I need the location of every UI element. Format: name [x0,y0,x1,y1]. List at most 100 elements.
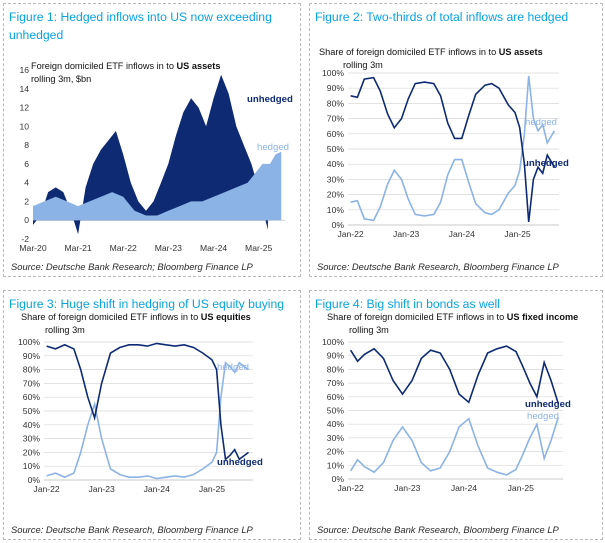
x-tick-label: Jan-23 [394,483,420,493]
hedged-area [33,151,282,221]
y-tick-label: 100% [18,337,40,347]
hedged-label: hedged [257,142,289,153]
y-tick-label: 0% [332,220,345,230]
hedged-line [46,361,249,480]
source-note: Source: Deutsche Bank Research; Bloomber… [11,261,253,272]
figure-4-panel: Figure 4: Big shift in bonds as well Sha… [309,290,603,540]
y-tick-label: 8 [24,140,29,150]
chart-figure-4: 0% 10% 20% 30% 40% 50% 60% 70% 80% 90% 100% Jan-22 J… [322,337,571,493]
x-tick-label: Jan-25 [508,483,534,493]
chart-figure-1: -2 0 2 4 6 8 10 12 14 16 Mar-20 Mar-21 Mar-22 Mar-23 M… [19,65,293,253]
source-note: Source: Deutsche Bank Research, Bloomber… [317,261,559,272]
y-tick-label: 100% [322,68,344,78]
y-tick-label: 2 [24,196,29,206]
chart-figure-2: 0% 10% 20% 30% 40% 50% 60% 70% 80% 90% 100% Jan-22 J… [322,68,569,239]
hedged-line [350,75,556,222]
chart-subtitle: Share of foreign domiciled ETF inflows i… [21,312,251,322]
y-tick-label: 80% [327,98,345,108]
y-tick-label: 30% [23,434,41,444]
source-note: Source: Deutsche Bank Research, Bloomber… [11,524,253,535]
panel-frame [3,3,301,277]
chart-subtitle-line2: rolling 3m, $bn [31,74,92,84]
chart-subtitle: Share of foreign domiciled ETF inflows i… [319,47,543,57]
subtitle-emphasis: US assets [176,61,221,71]
figure-title: Figure 2: Two-thirds of total inflows ar… [315,10,569,24]
x-tick-label: Mar-24 [200,243,227,253]
figure-title: Figure 3: Huge shift in hedging of US eq… [9,297,285,311]
hedged-label: hedged [217,362,249,373]
chart-subtitle: Share of foreign domiciled ETF inflows i… [327,312,578,322]
x-tick-label: Jan-24 [449,229,475,239]
y-tick-label: 16 [19,65,29,75]
y-tick-label: 20% [327,447,345,457]
chart-figure-3: 0% 10% 20% 30% 40% 50% 60% 70% 80% 90% 100% Jan-22 J… [18,337,263,494]
panel-frame [3,290,301,540]
x-tick-label: Mar-20 [19,243,46,253]
x-tick-label: Jan-24 [451,483,477,493]
figure-2-panel: Figure 2: Two-thirds of total inflows ar… [309,3,603,277]
chart-subtitle-line2: rolling 3m [349,325,389,335]
chart-subtitle-line2: rolling 3m [45,325,85,335]
x-tick-label: Jan-22 [337,229,363,239]
source-note: Source: Deutsche Bank Research, Bloomber… [317,524,559,535]
x-tick-label: Jan-23 [89,484,115,494]
y-tick-label: 70% [327,378,345,388]
y-tick-label: 10% [327,460,345,470]
y-tick-label: 80% [327,364,345,374]
unhedged-label: unhedged [247,94,293,105]
y-tick-label: 0 [24,215,29,225]
unhedged-area [33,74,268,235]
y-tick-label: 14 [19,84,29,94]
y-tick-label: 20% [327,190,345,200]
subtitle-emphasis: US assets [498,47,543,57]
x-tick-label: Jan-22 [33,484,59,494]
hedged-label: hedged [525,117,557,128]
y-tick-label: 60% [327,392,345,402]
x-tick-label: Jan-22 [337,483,363,493]
hedged-line [349,417,560,476]
chart-subtitle: Foreign domiciled ETF inflows in to US a… [31,61,220,71]
unhedged-label: unhedged [217,457,263,468]
y-tick-label: 70% [23,378,41,388]
y-tick-label: 50% [327,144,345,154]
y-tick-label: 40% [23,420,41,430]
subtitle-text: Share of foreign domiciled ETF inflows i… [327,312,507,322]
hedged-label: hedged [527,411,559,422]
figure-title: Figure 4: Big shift in bonds as well [315,297,500,311]
x-tick-label: Jan-25 [504,229,530,239]
y-tick-label: 20% [23,447,41,457]
panel-frame [309,3,603,277]
y-tick-label: 0% [28,475,41,485]
unhedged-line [349,345,560,404]
y-tick-label: 50% [23,406,41,416]
subtitle-text: Share of foreign domiciled ETF inflows i… [21,312,201,322]
figure-title: Figure 1: Hedged inflows into US now exc… [9,10,272,42]
y-tick-label: 40% [327,419,345,429]
y-tick-label: 4 [24,178,29,188]
unhedged-label: unhedged [523,158,569,169]
x-tick-label: Mar-25 [245,243,272,253]
panel-frame [309,290,603,540]
unhedged-label: unhedged [525,399,571,410]
x-tick-label: Mar-23 [155,243,182,253]
y-tick-label: 90% [327,83,345,93]
figure-1-panel: Figure 1: Hedged inflows into US now exc… [3,3,301,277]
y-tick-label: 30% [327,433,345,443]
subtitle-text: Share of foreign domiciled ETF inflows i… [319,47,499,57]
y-tick-label: 100% [322,337,344,347]
y-tick-label: 90% [23,351,41,361]
figure-3-panel: Figure 3: Huge shift in hedging of US eq… [3,290,301,540]
y-tick-label: 10% [23,461,41,471]
y-tick-label: 80% [23,365,41,375]
x-tick-label: Jan-25 [199,484,225,494]
y-tick-label: 6 [24,159,29,169]
y-tick-label: 60% [23,392,41,402]
subtitle-emphasis: US fixed income [506,312,579,322]
x-tick-label: Jan-24 [144,484,170,494]
subtitle-emphasis: US equities [200,312,251,322]
y-tick-label: 30% [327,174,345,184]
y-tick-label: 70% [327,114,345,124]
unhedged-line [350,76,556,223]
unhedged-line [46,342,249,461]
y-tick-label: 60% [327,129,345,139]
